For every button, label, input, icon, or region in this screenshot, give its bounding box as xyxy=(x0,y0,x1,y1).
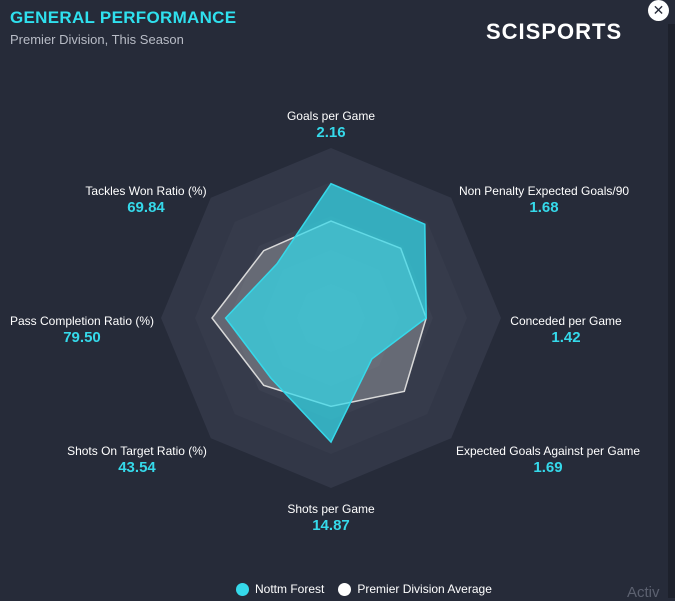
axis-label: Tackles Won Ratio (%) xyxy=(85,184,206,198)
axis-label: Shots On Target Ratio (%) xyxy=(67,444,207,458)
legend-swatch-white xyxy=(338,582,352,596)
legend-swatch-cyan xyxy=(236,582,249,596)
axis-value: 14.87 xyxy=(312,517,350,534)
axis-label: Goals per Game xyxy=(287,109,375,123)
page-subtitle: Premier Division, This Season xyxy=(10,32,184,47)
legend-item-nottm-forest: Nottm Forest xyxy=(236,582,324,596)
axis-value: 1.68 xyxy=(529,199,558,216)
scrollbar[interactable] xyxy=(668,24,675,598)
axis-value: 2.16 xyxy=(316,124,345,141)
legend-item-league-average: Premier Division Average xyxy=(338,582,492,596)
watermark-text: Activ xyxy=(627,584,660,601)
axis-label: Expected Goals Against per Game xyxy=(456,444,640,458)
axis-label: Non Penalty Expected Goals/90 xyxy=(459,184,629,198)
axis-label: Shots per Game xyxy=(287,502,375,516)
brand-logo: SCISPORTS xyxy=(486,19,623,44)
legend-label: Nottm Forest xyxy=(255,582,325,596)
legend: Nottm Forest Premier Division Average xyxy=(236,582,506,596)
axis-value: 1.69 xyxy=(533,459,562,476)
radar-series-layer xyxy=(211,182,427,444)
axis-value: 43.54 xyxy=(118,459,156,476)
legend-label: Premier Division Average xyxy=(357,582,492,596)
close-icon[interactable]: ✕ xyxy=(648,0,669,21)
axis-label: Pass Completion Ratio (%) xyxy=(10,314,154,328)
axis-value: 69.84 xyxy=(127,199,165,216)
axis-value: 1.42 xyxy=(551,329,580,346)
axis-label: Conceded per Game xyxy=(510,314,622,328)
page-title: GENERAL PERFORMANCE xyxy=(10,8,237,27)
axis-value: 79.50 xyxy=(63,329,101,346)
series-polygon-nottm-forest xyxy=(224,182,427,444)
